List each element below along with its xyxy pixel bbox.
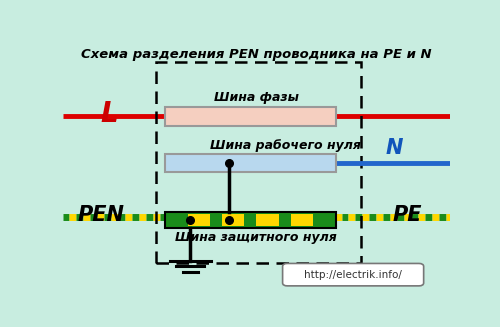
FancyBboxPatch shape <box>256 214 278 226</box>
FancyBboxPatch shape <box>188 214 210 226</box>
Text: Шина защитного нуля: Шина защитного нуля <box>176 231 337 244</box>
Text: Шина рабочего нуля: Шина рабочего нуля <box>210 139 360 152</box>
FancyBboxPatch shape <box>222 214 244 226</box>
FancyBboxPatch shape <box>282 264 424 286</box>
FancyBboxPatch shape <box>165 212 336 228</box>
FancyBboxPatch shape <box>290 214 312 226</box>
FancyBboxPatch shape <box>165 154 336 172</box>
FancyBboxPatch shape <box>165 107 336 126</box>
Text: http://electrik.info/: http://electrik.info/ <box>304 270 402 280</box>
Text: Шина фазы: Шина фазы <box>214 91 298 104</box>
Text: PE: PE <box>392 205 422 226</box>
Text: PEN: PEN <box>78 205 125 226</box>
Text: L: L <box>100 99 118 128</box>
Text: N: N <box>385 138 402 158</box>
Text: Схема разделения PEN проводника на PE и N: Схема разделения PEN проводника на PE и … <box>81 48 432 61</box>
